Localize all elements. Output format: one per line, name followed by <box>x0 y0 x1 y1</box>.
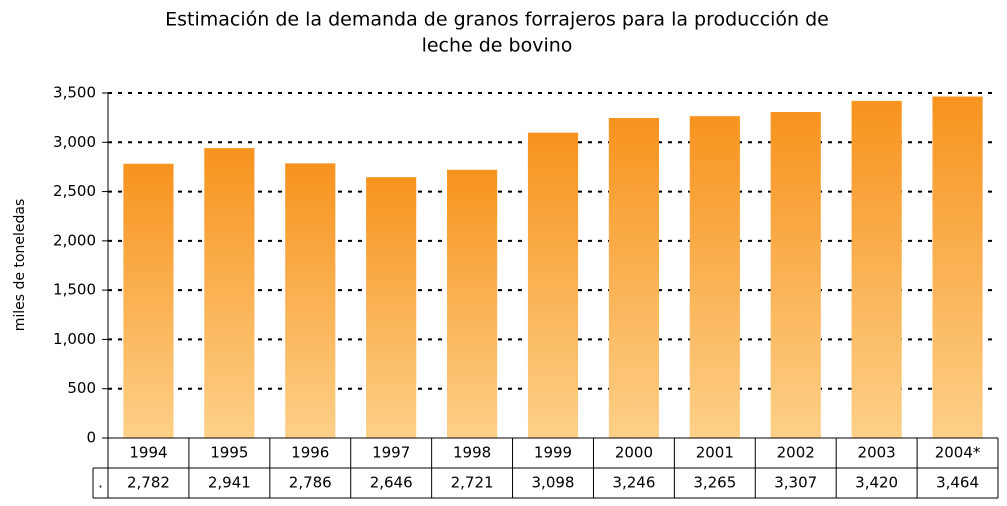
bar <box>123 163 174 438</box>
y-axis-label: miles de toneledas <box>12 199 28 332</box>
y-tick-label: 2,000 <box>53 231 96 249</box>
table-value: 3,265 <box>693 474 736 492</box>
table-value: 2,782 <box>127 474 170 492</box>
x-tick-label: 1997 <box>372 444 410 462</box>
table-row-label: . <box>98 474 103 492</box>
bar <box>689 116 740 439</box>
x-tick-label: 2004* <box>935 444 981 462</box>
table-value: 3,246 <box>612 474 655 492</box>
table-value: 3,420 <box>855 474 898 492</box>
bar <box>932 96 983 438</box>
x-tick-label: 2002 <box>777 444 815 462</box>
table-value: 2,646 <box>370 474 413 492</box>
y-tick-label: 3,000 <box>53 133 96 151</box>
chart-title: leche de bovino <box>422 35 573 57</box>
bar <box>770 112 821 438</box>
x-tick-label: 1995 <box>210 444 248 462</box>
bar <box>285 163 336 438</box>
x-tick-label: 1998 <box>453 444 491 462</box>
table-value: 2,721 <box>451 474 494 492</box>
bar <box>851 100 902 438</box>
table-value: 3,464 <box>936 474 979 492</box>
y-tick-label: 1,500 <box>53 281 96 299</box>
bar <box>447 169 498 438</box>
y-tick-label: 3,500 <box>53 84 96 102</box>
table-value: 2,941 <box>208 474 251 492</box>
y-tick-label: 500 <box>67 379 96 397</box>
y-tick-label: 2,500 <box>53 182 96 200</box>
y-tick-label: 0 <box>86 429 96 447</box>
x-tick-label: 1999 <box>534 444 572 462</box>
table-value: 3,098 <box>532 474 575 492</box>
bar <box>366 177 417 438</box>
y-tick-label: 1,000 <box>53 330 96 348</box>
x-tick-label: 2001 <box>696 444 734 462</box>
table-value: 3,307 <box>774 474 817 492</box>
x-tick-label: 1994 <box>129 444 167 462</box>
x-tick-label: 1996 <box>291 444 329 462</box>
bar <box>204 148 255 438</box>
chart-title: Estimación de la demanda de granos forra… <box>165 9 829 31</box>
x-tick-label: 2003 <box>858 444 896 462</box>
table-value: 2,786 <box>289 474 332 492</box>
x-tick-label: 2000 <box>615 444 653 462</box>
bar <box>527 132 579 438</box>
bar <box>608 118 659 438</box>
